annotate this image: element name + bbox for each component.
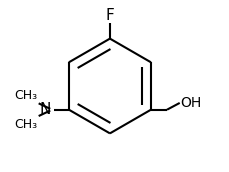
- Text: CH₃: CH₃: [14, 89, 37, 102]
- Text: N: N: [40, 102, 51, 117]
- Text: OH: OH: [180, 96, 201, 110]
- Text: F: F: [105, 8, 114, 23]
- Text: CH₃: CH₃: [14, 118, 37, 131]
